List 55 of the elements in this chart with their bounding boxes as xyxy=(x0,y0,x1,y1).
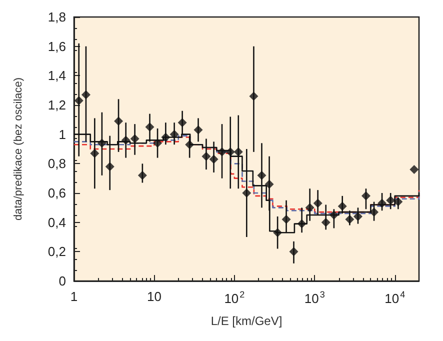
y-tick-label: 1 xyxy=(58,126,66,142)
point xyxy=(138,170,147,180)
point xyxy=(209,154,218,164)
point xyxy=(185,140,194,150)
y-tick-label: 1,2 xyxy=(48,98,66,112)
point xyxy=(289,247,298,256)
x-tick-label: 10 xyxy=(146,289,162,304)
x-axis-title: L/E [km/GeV] xyxy=(210,314,282,328)
point xyxy=(121,136,130,145)
point xyxy=(218,147,226,156)
point xyxy=(145,122,154,132)
point xyxy=(74,96,84,106)
point xyxy=(273,228,282,238)
point xyxy=(130,134,140,144)
point xyxy=(353,212,362,221)
point xyxy=(153,138,162,148)
y-tick-label: 1,6 xyxy=(48,38,66,54)
point xyxy=(378,198,387,208)
point xyxy=(257,170,266,180)
point xyxy=(305,203,314,212)
point xyxy=(105,162,114,172)
point xyxy=(234,147,243,156)
point xyxy=(170,130,179,139)
y-tick-label: 0,4 xyxy=(48,214,66,230)
point xyxy=(386,196,396,205)
point xyxy=(282,214,291,224)
point xyxy=(329,210,338,220)
point xyxy=(321,218,330,227)
point xyxy=(202,152,211,161)
y-tick-label: 1,8 xyxy=(48,10,66,24)
point xyxy=(345,214,354,224)
y-tick-label: 0,2 xyxy=(48,244,66,260)
point xyxy=(249,92,258,101)
point xyxy=(338,202,347,211)
point xyxy=(242,188,252,198)
point xyxy=(90,148,100,158)
point xyxy=(226,147,235,156)
point xyxy=(297,219,306,228)
point xyxy=(370,208,379,217)
point xyxy=(361,191,370,200)
point xyxy=(114,116,124,126)
y-tick-label: 1,4 xyxy=(48,68,66,84)
point xyxy=(194,125,203,134)
x-tick-label: 1 xyxy=(70,289,78,304)
point xyxy=(264,180,274,189)
y-tick-label: 0 xyxy=(58,274,66,288)
point xyxy=(97,138,106,148)
point xyxy=(161,132,170,142)
point xyxy=(313,198,322,208)
point xyxy=(394,197,403,206)
point xyxy=(81,90,90,100)
y-axis-title: data/predikace (bez oscilace) xyxy=(12,77,24,221)
y-tick-label: 0,6 xyxy=(48,186,66,200)
y-tick-label: 0,8 xyxy=(48,156,66,172)
point xyxy=(178,118,187,128)
